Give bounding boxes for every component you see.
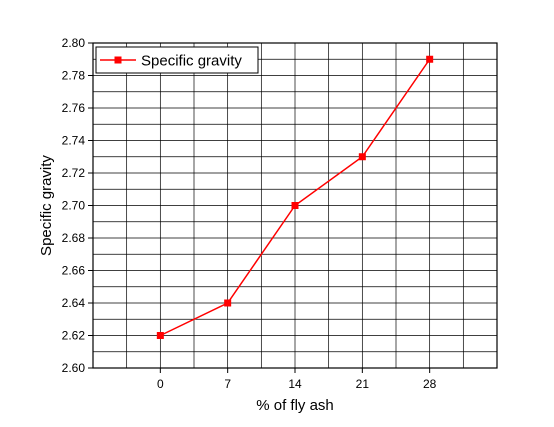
x-tick-label: 14 xyxy=(288,377,302,391)
y-tick-label: 2.64 xyxy=(62,296,86,310)
data-point xyxy=(224,299,232,307)
y-tick-label: 2.76 xyxy=(62,101,86,115)
y-tick-label: 2.80 xyxy=(62,36,86,50)
data-point xyxy=(291,202,299,209)
y-tick-label: 2.78 xyxy=(62,69,86,83)
x-axis-title: % of fly ash xyxy=(256,397,334,414)
y-tick-label: 2.74 xyxy=(62,134,86,148)
series-points xyxy=(156,55,434,339)
legend-marker-swatch xyxy=(114,56,122,64)
y-axis-title: Specific gravity xyxy=(38,155,55,256)
legend-label: Specific gravity xyxy=(141,53,242,70)
y-tick-label: 2.72 xyxy=(62,166,86,180)
legend: Specific gravity xyxy=(95,46,259,74)
data-point xyxy=(426,55,434,63)
y-tick-label: 2.66 xyxy=(62,264,86,278)
x-axis-ticks: 0 7 14 21 28 xyxy=(157,368,437,391)
x-tick-label: 7 xyxy=(224,377,231,391)
series-specific-gravity xyxy=(156,55,434,339)
grid-major xyxy=(93,58,497,353)
y-tick-label: 2.60 xyxy=(62,361,86,375)
x-tick-label: 21 xyxy=(356,377,370,391)
x-tick-label: 0 xyxy=(157,377,164,391)
y-axis-ticks: 2.60 2.62 2.64 2.66 2.68 2.70 2.72 2.74 2.76 2.78… xyxy=(62,36,93,375)
data-point xyxy=(358,153,366,161)
y-tick-label: 2.70 xyxy=(62,199,86,213)
y-tick-label: 2.68 xyxy=(62,231,86,245)
y-tick-label: 2.62 xyxy=(62,329,86,343)
data-point xyxy=(156,332,164,339)
x-tick-label: 28 xyxy=(423,377,437,391)
